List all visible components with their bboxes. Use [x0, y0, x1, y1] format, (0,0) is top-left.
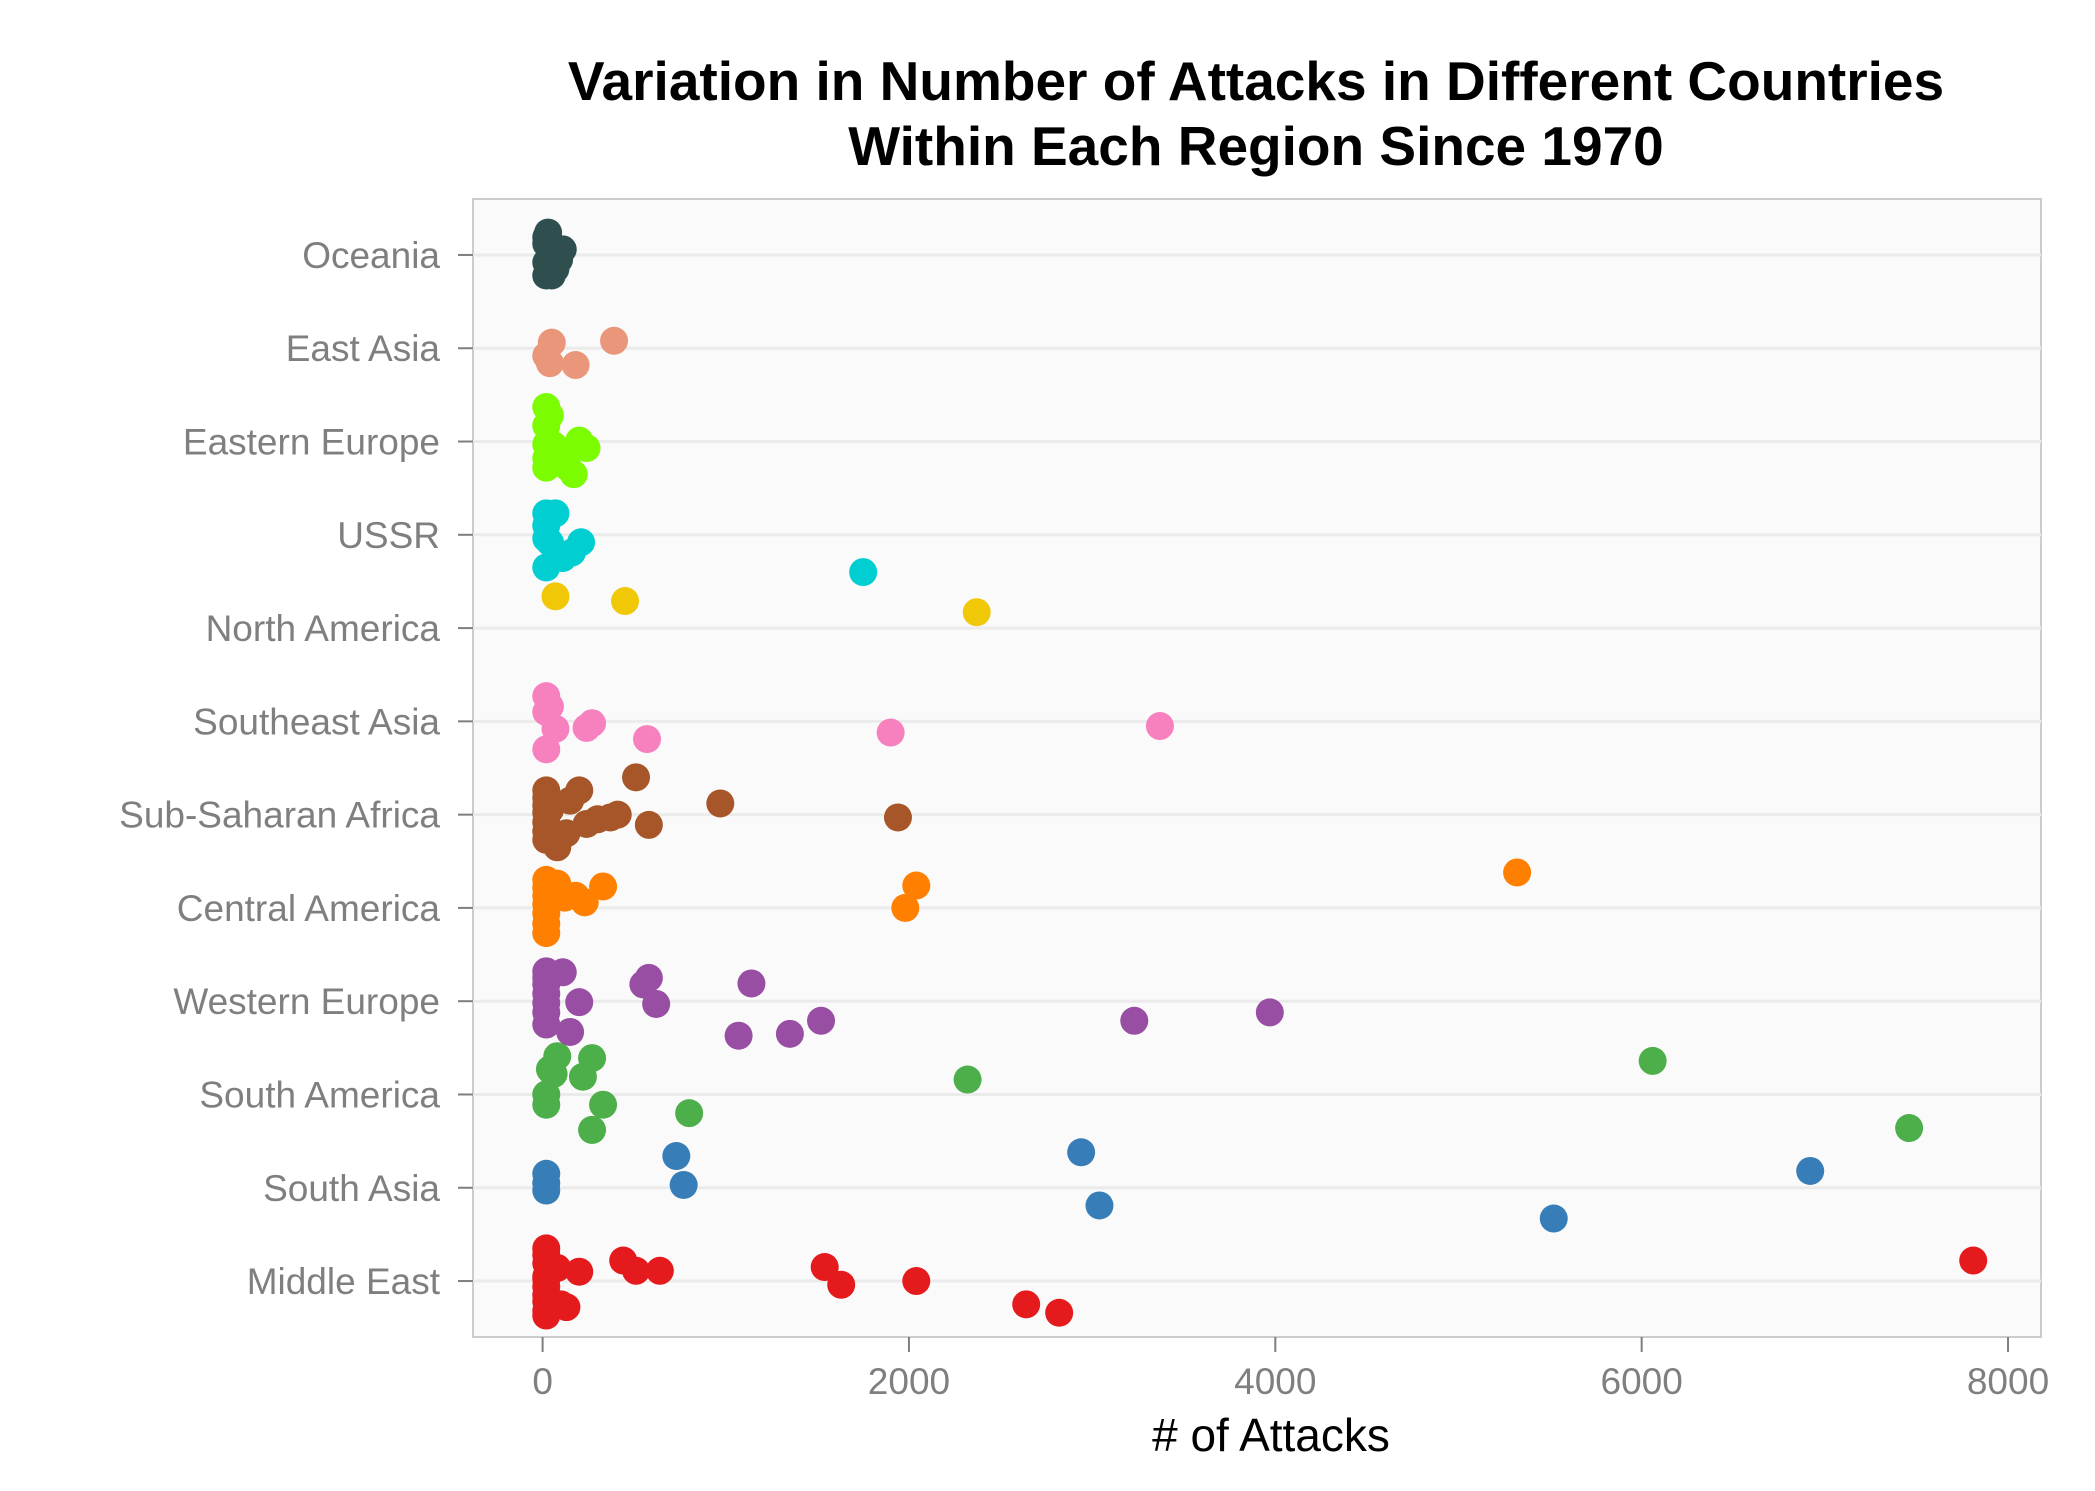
point-western-europe: [775, 1019, 804, 1048]
point-east-asia: [561, 351, 590, 380]
point-middle-east: [1012, 1290, 1041, 1319]
chart-title-line-1: Variation in Number of Attacks in Differ…: [568, 50, 1944, 112]
point-western-europe: [1255, 998, 1284, 1027]
point-middle-east: [552, 1293, 581, 1322]
point-sub-saharan-africa: [556, 786, 585, 815]
point-western-europe: [724, 1021, 753, 1050]
plot-panel: [472, 198, 2042, 1338]
x-tick-label-6000: 6000: [1601, 1361, 1683, 1402]
point-east-asia: [600, 326, 629, 355]
point-south-asia: [532, 1176, 561, 1205]
point-southeast-asia: [532, 698, 561, 727]
data-points: [532, 218, 1988, 1330]
y-tick-label-east-asia: East Asia: [286, 328, 441, 369]
point-middle-east: [565, 1257, 594, 1286]
point-middle-east: [827, 1270, 856, 1299]
point-north-america: [962, 598, 991, 627]
y-axis: Middle East South Asia South America Wester…: [119, 235, 473, 1302]
point-western-europe: [629, 970, 658, 999]
chart-title-line-2: Within Each Region Since 1970: [848, 115, 1664, 177]
point-oceania: [532, 261, 561, 290]
y-tick-label-eastern-europe: Eastern Europe: [183, 422, 440, 463]
point-ussr: [532, 524, 561, 553]
x-tick-label-2000: 2000: [868, 1361, 950, 1402]
point-north-america: [541, 582, 570, 611]
point-sub-saharan-africa: [622, 763, 651, 792]
y-tick-label-south-america: South America: [199, 1074, 440, 1115]
y-tick-label-sub-saharan-africa: Sub-Saharan Africa: [119, 795, 440, 836]
point-south-america: [568, 1062, 597, 1091]
point-central-america: [891, 893, 920, 922]
point-ussr: [849, 558, 878, 587]
y-tick-label-oceania: Oceania: [302, 235, 440, 276]
point-south-asia: [662, 1142, 691, 1171]
y-tick-label-western-europe: Western Europe: [173, 981, 440, 1022]
point-sub-saharan-africa: [883, 803, 912, 832]
point-middle-east: [645, 1256, 674, 1285]
point-south-america: [1895, 1114, 1924, 1143]
x-tick-label-0: 0: [532, 1361, 553, 1402]
point-north-america: [611, 587, 640, 616]
point-southeast-asia: [532, 735, 561, 764]
point-south-america: [532, 1080, 561, 1109]
point-middle-east: [902, 1267, 931, 1296]
point-ussr: [532, 553, 561, 582]
y-tick-label-south-asia: South Asia: [263, 1168, 440, 1209]
point-western-europe: [565, 988, 594, 1017]
point-middle-east: [1959, 1246, 1988, 1275]
x-tick-label-8000: 8000: [1967, 1361, 2049, 1402]
y-tick-label-north-america: North America: [206, 608, 441, 649]
point-southeast-asia: [633, 725, 662, 754]
point-south-asia: [1539, 1204, 1568, 1233]
point-south-asia: [1067, 1138, 1096, 1167]
point-southeast-asia: [876, 718, 905, 747]
point-western-europe: [807, 1006, 836, 1035]
point-south-america: [675, 1099, 704, 1128]
point-southeast-asia: [1145, 712, 1174, 741]
point-south-asia: [669, 1170, 698, 1199]
point-central-america: [532, 919, 561, 948]
point-western-europe: [532, 1010, 561, 1039]
point-south-america: [535, 1055, 564, 1084]
grid-lines: [473, 253, 2041, 1283]
point-sub-saharan-africa: [706, 789, 735, 818]
point-south-asia: [1796, 1156, 1825, 1185]
point-south-america: [953, 1065, 982, 1094]
point-south-america: [589, 1090, 618, 1119]
x-axis-title: # of Attacks: [1152, 1409, 1390, 1461]
point-western-europe: [1120, 1006, 1149, 1035]
y-tick-label-middle-east: Middle East: [247, 1261, 441, 1302]
point-middle-east: [810, 1253, 839, 1282]
y-tick-label-central-america: Central America: [177, 888, 441, 929]
point-sub-saharan-africa: [583, 805, 612, 834]
point-central-america: [1503, 858, 1532, 887]
point-sub-saharan-africa: [532, 825, 561, 854]
point-central-america: [902, 871, 931, 900]
point-middle-east: [532, 1265, 561, 1294]
point-south-asia: [1085, 1191, 1114, 1220]
point-south-america: [1638, 1046, 1667, 1075]
point-eastern-europe: [532, 453, 561, 482]
point-southeast-asia: [572, 713, 601, 742]
point-middle-east: [1045, 1298, 1074, 1327]
point-western-europe: [556, 1017, 585, 1046]
point-east-asia: [532, 341, 561, 370]
x-tick-label-4000: 4000: [1234, 1361, 1316, 1402]
point-sub-saharan-africa: [634, 810, 663, 839]
y-tick-label-ussr: USSR: [337, 515, 440, 556]
point-middle-east: [609, 1246, 638, 1275]
y-tick-label-southeast-asia: Southeast Asia: [193, 701, 440, 742]
point-western-europe: [737, 969, 766, 998]
point-central-america: [589, 872, 618, 901]
point-south-america: [578, 1115, 607, 1144]
x-axis: 0 2000 4000 6000 8000: [532, 1337, 2049, 1402]
